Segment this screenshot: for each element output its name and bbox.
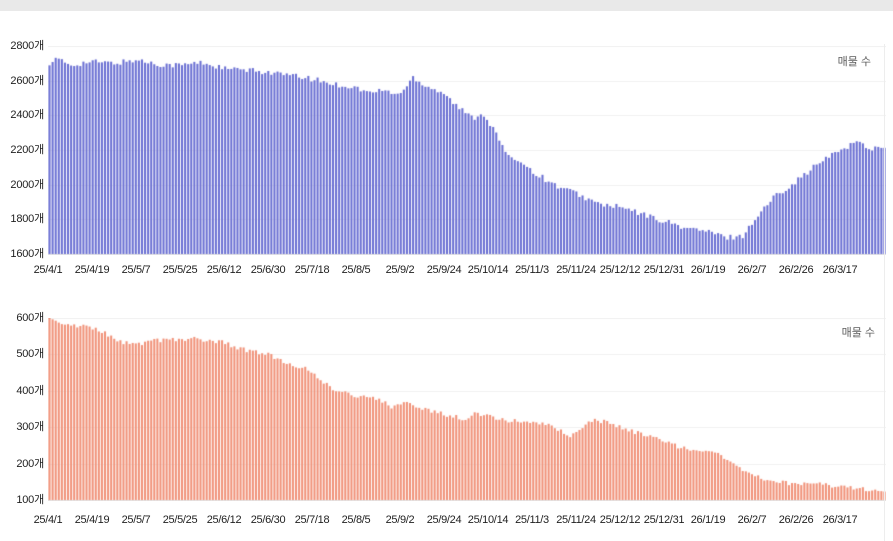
x-tick-label: 25/11/24 [556, 514, 596, 526]
x-tick-label: 25/11/3 [515, 514, 549, 526]
x-tick-label: 25/12/12 [599, 264, 641, 276]
x-tick-label: 25/11/3 [515, 264, 549, 276]
y-tick-label: 300개 [16, 421, 44, 434]
x-tick-label: 25/8/5 [341, 514, 371, 526]
x-tick-label: 25/6/30 [250, 514, 286, 526]
y-tick-label: 400개 [16, 384, 44, 397]
x-tick-label: 25/12/31 [643, 514, 685, 526]
right-edge-divider [884, 44, 885, 541]
x-tick-label: 25/6/12 [206, 264, 242, 276]
x-tick-label: 25/10/14 [467, 264, 509, 276]
x-tick-label: 26/2/26 [778, 264, 814, 276]
y-tick-label: 2600개 [10, 74, 44, 87]
x-tick-label: 25/4/19 [74, 514, 110, 526]
x-tick-label: 25/9/24 [426, 514, 462, 526]
x-tick-label: 26/1/19 [690, 514, 726, 526]
y-tick-label: 500개 [16, 348, 44, 361]
x-tick-label: 26/1/19 [690, 264, 726, 276]
x-tick-label: 25/4/1 [33, 514, 63, 526]
x-tick-label: 25/5/25 [162, 514, 198, 526]
y-tick-label: 600개 [16, 312, 44, 324]
x-tick-label: 25/9/24 [426, 264, 462, 276]
y-tick-label: 2000개 [10, 178, 44, 191]
x-tick-label: 25/10/14 [467, 514, 509, 526]
y-tick-label: 200개 [16, 457, 44, 470]
x-tick-label: 25/5/7 [121, 514, 151, 526]
x-tick-label: 25/7/18 [294, 264, 330, 276]
x-tick-label: 25/5/25 [162, 264, 198, 276]
x-tick-label: 26/3/17 [822, 264, 858, 276]
x-tick-label: 26/3/17 [822, 514, 858, 526]
x-tick-label: 25/12/12 [599, 514, 641, 526]
x-tick-label: 26/2/7 [737, 514, 767, 526]
x-tick-label: 25/4/19 [74, 264, 110, 276]
y-tick-label: 100개 [16, 494, 44, 506]
x-tick-label: 26/2/26 [778, 514, 814, 526]
bar-plot[interactable] [48, 318, 886, 501]
x-tick-label: 25/6/12 [206, 514, 242, 526]
x-tick-label: 25/5/7 [121, 264, 151, 276]
x-tick-label: 25/11/24 [556, 264, 596, 276]
y-tick-label: 2400개 [10, 109, 44, 122]
x-tick-label: 25/6/30 [250, 264, 286, 276]
y-tick-label: 1800개 [10, 213, 44, 226]
x-tick-label: 25/9/2 [385, 514, 415, 526]
y-tick-label: 1600개 [10, 248, 44, 260]
x-tick-label: 25/7/18 [294, 514, 330, 526]
x-tick-label: 26/2/7 [737, 264, 767, 276]
x-tick-label: 25/4/1 [33, 264, 63, 276]
top-strip [0, 0, 893, 11]
y-tick-label: 2800개 [10, 40, 44, 52]
x-tick-label: 25/8/5 [341, 264, 371, 276]
x-tick-label: 25/12/31 [643, 264, 685, 276]
x-tick-label: 25/9/2 [385, 264, 415, 276]
y-tick-label: 2200개 [10, 144, 44, 156]
bar-plot[interactable] [48, 46, 886, 255]
